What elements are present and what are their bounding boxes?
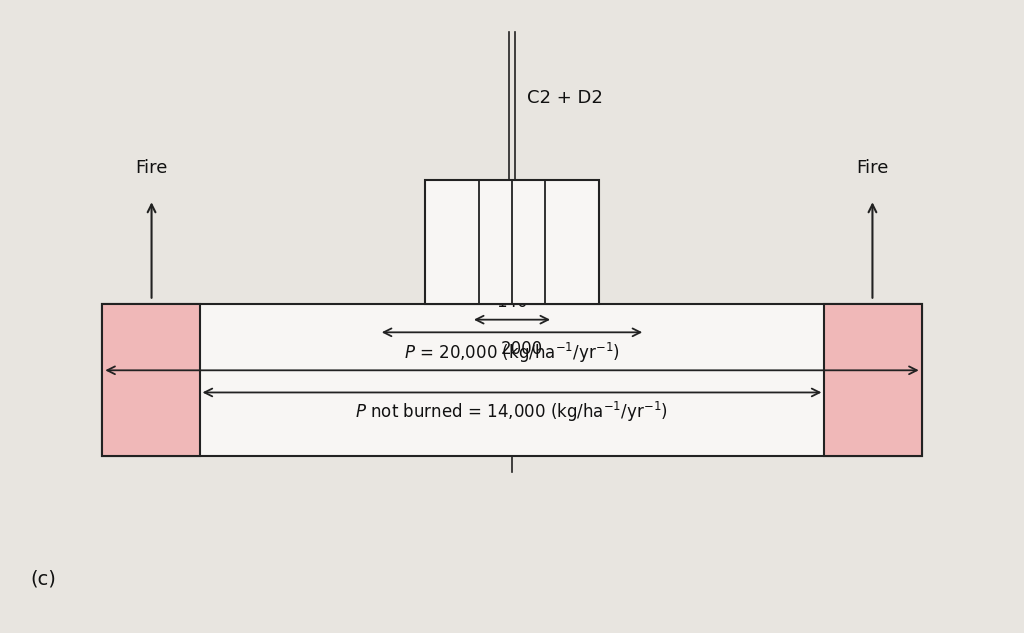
Text: D1: D1	[444, 248, 467, 265]
Text: 2000: 2000	[501, 340, 544, 358]
Text: $P$ not burned = 14,000 (kg/ha$^{-1}$/yr$^{-1}$): $P$ not burned = 14,000 (kg/ha$^{-1}$/yr…	[355, 400, 669, 424]
Bar	[824, 304, 922, 456]
Text: 140: 140	[497, 294, 527, 311]
Bar	[425, 180, 599, 304]
Text: C1: C1	[494, 248, 516, 265]
Text: Fire: Fire	[135, 160, 168, 177]
Text: C2 + D2: C2 + D2	[527, 89, 603, 107]
Bar	[102, 304, 200, 456]
Text: D1: D1	[539, 248, 561, 265]
Text: Fire: Fire	[856, 160, 889, 177]
Bar	[102, 304, 922, 456]
Text: (c): (c)	[31, 570, 56, 589]
Text: $P$ = 20,000 (kg/ha$^{-1}$/yr$^{-1}$): $P$ = 20,000 (kg/ha$^{-1}$/yr$^{-1}$)	[404, 341, 620, 365]
